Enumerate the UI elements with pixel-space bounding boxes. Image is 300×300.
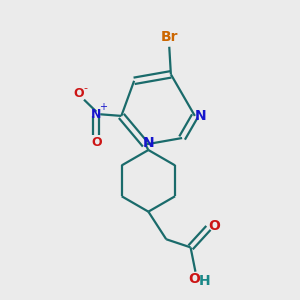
Text: O: O (188, 272, 200, 286)
Text: N: N (195, 109, 206, 123)
Text: -: - (84, 83, 88, 93)
Text: O: O (74, 87, 85, 100)
Text: Br: Br (160, 30, 178, 44)
Text: H: H (199, 274, 210, 289)
Text: N: N (143, 136, 154, 150)
Text: O: O (208, 219, 220, 233)
Text: N: N (91, 108, 102, 121)
Text: +: + (99, 102, 107, 112)
Text: O: O (91, 136, 102, 149)
